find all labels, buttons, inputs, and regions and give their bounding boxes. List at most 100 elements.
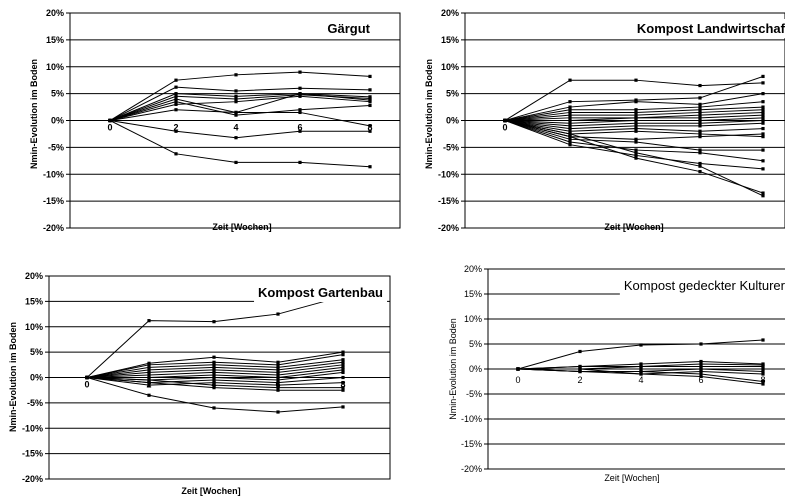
data-point xyxy=(212,320,216,324)
y-tick-label: -10% xyxy=(22,423,43,433)
data-point xyxy=(568,118,572,123)
data-point xyxy=(634,116,638,120)
data-point xyxy=(341,386,345,390)
data-point xyxy=(368,74,372,79)
data-point xyxy=(698,129,702,133)
data-point xyxy=(341,375,345,380)
data-point xyxy=(761,92,765,96)
data-point xyxy=(698,108,702,112)
y-tick-label: -15% xyxy=(43,196,64,206)
data-point xyxy=(578,367,582,371)
y-tick-label: 0% xyxy=(30,373,43,383)
data-point xyxy=(212,383,216,387)
data-point xyxy=(174,102,178,106)
data-point xyxy=(212,370,216,375)
data-point xyxy=(761,81,765,85)
data-point xyxy=(276,370,280,375)
y-tick-label: 20% xyxy=(441,8,459,18)
data-point xyxy=(698,110,702,115)
series-group xyxy=(516,338,765,386)
data-point xyxy=(639,362,643,366)
data-point xyxy=(634,156,638,160)
data-point xyxy=(761,159,765,163)
data-point xyxy=(341,365,345,369)
data-point xyxy=(568,116,572,120)
data-point xyxy=(761,148,765,152)
data-point xyxy=(212,386,216,390)
y-tick-label: -15% xyxy=(438,196,459,206)
data-point xyxy=(174,92,178,96)
data-point xyxy=(212,378,216,382)
x-axis-label: Zeit [Wochen] xyxy=(181,486,240,496)
data-point xyxy=(212,380,216,385)
data-point xyxy=(212,363,216,367)
chart-title: Kompost Landwirtschaf xyxy=(637,21,785,36)
data-point xyxy=(368,88,372,92)
data-point xyxy=(212,355,216,359)
chart-title-background xyxy=(619,276,785,295)
y-tick-label: 15% xyxy=(464,289,482,299)
data-point xyxy=(234,73,238,77)
y-tick-label: 0% xyxy=(469,364,482,374)
y-tick-label: 5% xyxy=(446,89,459,99)
data-point xyxy=(761,372,765,376)
x-axis-label: Zeit [Wochen] xyxy=(604,473,659,483)
data-point xyxy=(341,380,345,385)
data-point xyxy=(276,360,280,364)
x-tick-label: 0 xyxy=(107,123,112,133)
data-point xyxy=(634,148,638,152)
y-axis-label: Nmin-Evolution im Boden xyxy=(424,59,434,169)
series-group xyxy=(108,70,372,169)
data-point xyxy=(234,160,238,165)
data-point xyxy=(85,375,89,380)
data-point xyxy=(698,148,702,152)
data-point xyxy=(341,350,345,354)
data-point xyxy=(276,388,280,392)
data-point xyxy=(174,97,178,101)
data-point xyxy=(147,375,151,380)
data-point xyxy=(761,105,765,109)
data-point xyxy=(568,100,572,104)
data-point xyxy=(634,124,638,128)
series-line xyxy=(109,95,371,121)
data-point xyxy=(761,367,765,371)
data-point xyxy=(276,312,280,316)
data-point xyxy=(368,98,372,102)
data-point xyxy=(516,367,520,371)
data-point xyxy=(761,194,765,198)
data-point xyxy=(568,126,572,131)
y-tick-label: 5% xyxy=(30,347,43,357)
data-point xyxy=(634,126,638,131)
x-tick-label: 6 xyxy=(698,375,703,385)
series-line xyxy=(109,93,371,121)
data-point xyxy=(341,368,345,372)
data-point xyxy=(761,100,765,104)
data-point xyxy=(761,338,765,342)
data-point xyxy=(234,100,238,104)
series-group xyxy=(503,74,765,198)
data-point xyxy=(634,98,638,102)
chart-title: Kompost gedeckter Kulturer xyxy=(624,278,785,293)
series-line xyxy=(109,120,371,168)
chart-title-background xyxy=(632,19,785,38)
y-axis-label: Nmin-Evolution im Boden xyxy=(448,318,458,420)
data-point xyxy=(147,368,151,372)
data-point xyxy=(698,164,702,168)
chart-panel: 20%15%10%5%0%-5%-10%-15%-20%02468Kompost… xyxy=(448,264,785,483)
data-point xyxy=(276,368,280,372)
plot-frame xyxy=(69,12,401,229)
data-point xyxy=(341,363,345,367)
y-tick-label: 15% xyxy=(441,35,459,45)
series-line xyxy=(109,120,370,139)
data-point xyxy=(761,108,765,112)
series-line xyxy=(504,120,764,170)
y-tick-label: -15% xyxy=(461,439,482,449)
data-point xyxy=(761,135,765,139)
data-point xyxy=(174,108,178,112)
y-tick-label: -5% xyxy=(48,142,64,152)
data-point xyxy=(368,129,372,133)
y-tick-label: 20% xyxy=(464,264,482,274)
data-point xyxy=(639,364,643,369)
data-point xyxy=(212,373,216,377)
data-point xyxy=(341,353,345,357)
